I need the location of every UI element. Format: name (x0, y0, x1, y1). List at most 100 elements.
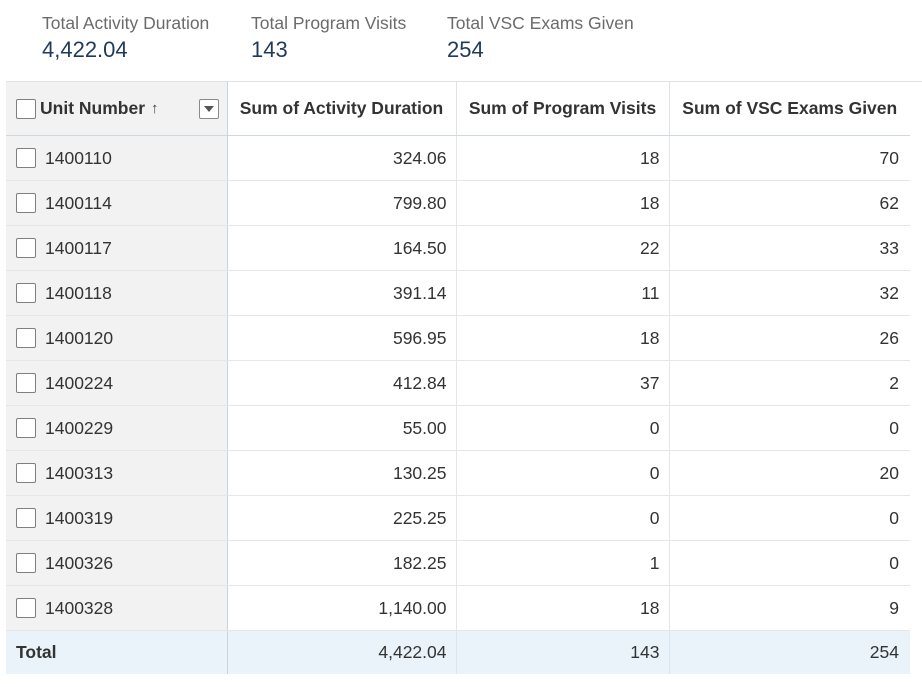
row-select-checkbox[interactable] (16, 328, 36, 348)
table-row[interactable]: 1400118 391.14 11 32 (6, 270, 910, 316)
vsc-exams-cell: 9 (669, 585, 910, 631)
vsc-exams-cell: 0 (669, 405, 910, 451)
unit-number-value: 1400114 (45, 192, 112, 213)
sort-ascending-icon[interactable]: ↑ (151, 100, 159, 117)
table-body: 1400110 324.06 18 70 1400114 799.80 18 62 140011… (6, 135, 910, 631)
vsc-exams-cell: 0 (669, 495, 910, 541)
row-select-checkbox[interactable] (16, 238, 36, 258)
unit-number-cell: 1400118 (6, 270, 228, 316)
unit-number-cell: 1400117 (6, 225, 228, 271)
vsc-exams-cell: 62 (669, 180, 910, 226)
kpi-value: 4,422.04 (42, 37, 128, 62)
kpi-value: 143 (251, 37, 288, 62)
unit-number-cell: 1400110 (6, 135, 228, 181)
column-header-activity-duration[interactable]: Sum of Activity Duration (227, 81, 457, 136)
unit-number-cell: 1400229 (6, 405, 228, 451)
unit-number-cell: 1400326 (6, 540, 228, 586)
unit-number-value: 1400120 (45, 327, 114, 348)
activity-duration-cell: 164.50 (227, 225, 457, 271)
program-visits-cell: 18 (456, 315, 670, 361)
unit-number-value: 1400328 (45, 597, 114, 618)
activity-duration-cell: 1,140.00 (227, 585, 457, 631)
table-row[interactable]: 1400328 1,140.00 18 9 (6, 585, 910, 631)
vsc-exams-cell: 70 (669, 135, 910, 181)
program-visits-cell: 18 (456, 180, 670, 226)
row-select-checkbox[interactable] (16, 508, 36, 528)
total-row: Total 4,422.04 143 254 (6, 630, 910, 674)
kpi-label: Total VSC Exams Given (447, 13, 634, 33)
unit-number-cell: 1400313 (6, 450, 228, 496)
program-visits-cell: 11 (456, 270, 670, 316)
table-row[interactable]: 1400326 182.25 1 0 (6, 540, 910, 586)
column-header-label: Unit Number (40, 98, 145, 118)
unit-number-value: 1400313 (45, 462, 114, 483)
program-visits-cell: 1 (456, 540, 670, 586)
unit-number-value: 1400319 (45, 507, 114, 528)
table-row[interactable]: 1400224 412.84 37 2 (6, 360, 910, 406)
table-row[interactable]: 1400319 225.25 0 0 (6, 495, 910, 541)
unit-number-value: 1400326 (45, 552, 114, 573)
vsc-exams-cell: 32 (669, 270, 910, 316)
unit-number-cell: 1400224 (6, 360, 228, 406)
activity-duration-cell: 596.95 (227, 315, 457, 361)
activity-duration-cell: 799.80 (227, 180, 457, 226)
unit-number-value: 1400224 (45, 372, 114, 393)
row-select-checkbox[interactable] (16, 373, 36, 393)
column-dropdown-icon[interactable] (198, 98, 219, 119)
vsc-exams-cell: 33 (669, 225, 910, 271)
program-visits-cell: 0 (456, 450, 670, 496)
program-visits-cell: 22 (456, 225, 670, 271)
data-grid: Unit Number ↑ Sum of Activity Duration S… (6, 81, 922, 674)
activity-duration-cell: 412.84 (227, 360, 457, 406)
program-visits-cell: 37 (456, 360, 670, 406)
table-row[interactable]: 1400229 55.00 0 0 (6, 405, 910, 451)
program-visits-cell: 0 (456, 405, 670, 451)
row-select-checkbox[interactable] (16, 148, 36, 168)
activity-duration-cell: 55.00 (227, 405, 457, 451)
table-row[interactable]: 1400110 324.06 18 70 (6, 135, 910, 181)
unit-number-cell: 1400120 (6, 315, 228, 361)
activity-duration-cell: 182.25 (227, 540, 457, 586)
column-header-unit-number[interactable]: Unit Number ↑ (6, 81, 228, 136)
total-vsc-exams: 254 (669, 630, 910, 674)
kpi-total-program-visits: Total Program Visits 143 (251, 12, 447, 72)
row-select-checkbox[interactable] (16, 598, 36, 618)
table-row[interactable]: 1400313 130.25 0 20 (6, 450, 910, 496)
unit-number-value: 1400118 (45, 282, 112, 303)
vsc-exams-cell: 20 (669, 450, 910, 496)
unit-number-cell: 1400328 (6, 585, 228, 631)
activity-duration-cell: 130.25 (227, 450, 457, 496)
row-select-checkbox[interactable] (16, 418, 36, 438)
program-visits-cell: 18 (456, 135, 670, 181)
kpi-label: Total Program Visits (251, 13, 407, 33)
row-select-checkbox[interactable] (16, 553, 36, 573)
vsc-exams-cell: 2 (669, 360, 910, 406)
table-row[interactable]: 1400114 799.80 18 62 (6, 180, 910, 226)
header-row: Unit Number ↑ Sum of Activity Duration S… (6, 81, 910, 136)
row-select-checkbox[interactable] (16, 283, 36, 303)
column-header-program-visits[interactable]: Sum of Program Visits (456, 81, 670, 136)
select-all-checkbox[interactable] (16, 98, 36, 119)
unit-number-value: 1400229 (45, 417, 114, 438)
kpi-summary: Total Activity Duration 4,422.04 Total P… (42, 12, 667, 72)
column-header-vsc-exams[interactable]: Sum of VSC Exams Given (669, 81, 910, 136)
activity-duration-cell: 324.06 (227, 135, 457, 181)
unit-number-value: 1400110 (45, 147, 112, 168)
vsc-exams-cell: 0 (669, 540, 910, 586)
grid-top-border (6, 81, 922, 82)
row-select-checkbox[interactable] (16, 193, 36, 213)
unit-number-cell: 1400114 (6, 180, 228, 226)
table-row[interactable]: 1400120 596.95 18 26 (6, 315, 910, 361)
unit-number-value: 1400117 (45, 237, 112, 258)
table-row[interactable]: 1400117 164.50 22 33 (6, 225, 910, 271)
total-label: Total (6, 630, 228, 674)
activity-duration-cell: 225.25 (227, 495, 457, 541)
kpi-total-activity-duration: Total Activity Duration 4,422.04 (42, 12, 251, 72)
total-program-visits: 143 (456, 630, 670, 674)
row-select-checkbox[interactable] (16, 463, 36, 483)
kpi-value: 254 (447, 37, 484, 62)
vsc-exams-cell: 26 (669, 315, 910, 361)
total-activity-duration: 4,422.04 (227, 630, 457, 674)
program-visits-cell: 0 (456, 495, 670, 541)
kpi-label: Total Activity Duration (42, 13, 210, 33)
